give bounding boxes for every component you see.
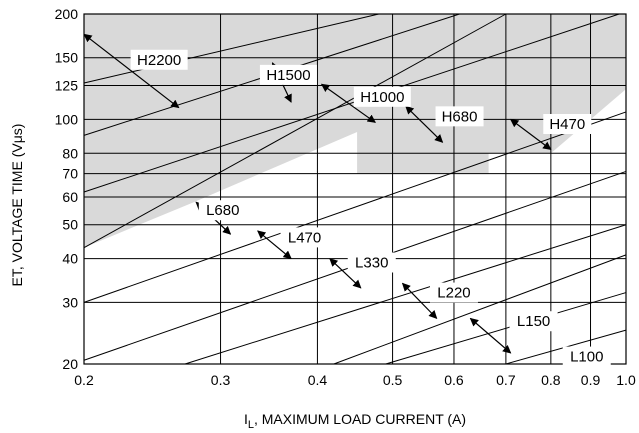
region-label-bg xyxy=(562,346,611,367)
region-label: L680 xyxy=(206,202,239,219)
region-label-bg xyxy=(543,113,592,134)
region-label-bg xyxy=(435,106,484,127)
region-label: L220 xyxy=(437,285,470,302)
region-label-bg xyxy=(353,86,411,107)
plot-frame xyxy=(83,13,627,365)
x-axis-title-sub: L xyxy=(248,419,254,431)
region-label: H2200 xyxy=(137,52,181,69)
y-tick-label: 80 xyxy=(62,145,78,161)
boundary-line xyxy=(333,254,627,365)
region-arrow xyxy=(469,317,512,354)
y-tick-label: 125 xyxy=(55,77,79,93)
region-label-bg xyxy=(259,64,317,85)
region-label: H1000 xyxy=(360,89,404,106)
x-tick-label: 1.0 xyxy=(616,372,636,388)
region-arrow xyxy=(509,118,552,151)
shaded-region xyxy=(84,14,626,248)
y-tick-label: 200 xyxy=(55,6,79,22)
x-axis-title-main: I xyxy=(244,411,248,427)
region-label-bg xyxy=(280,227,329,248)
x-tick-label: 0.3 xyxy=(211,372,231,388)
x-tick-label: 0.6 xyxy=(444,372,464,388)
x-tick-label: 0.7 xyxy=(496,372,516,388)
region-label: H1500 xyxy=(266,67,310,84)
x-tick-label: 0.4 xyxy=(308,372,328,388)
y-tick-label: 40 xyxy=(62,251,78,267)
region-label: H680 xyxy=(442,108,478,125)
y-tick-label: 50 xyxy=(62,217,78,233)
y-tick-label: 20 xyxy=(62,356,78,372)
region-arrow xyxy=(257,230,292,260)
y-axis-title: ET, VOLTAGE TIME (Vμs) xyxy=(9,124,25,287)
y-tick-label: 100 xyxy=(55,111,79,127)
shaded-region-layer xyxy=(84,14,626,248)
x-axis-title: IL, MAXIMUM LOAD CURRENT (A) xyxy=(244,411,466,431)
region-arrow xyxy=(320,83,376,123)
region-label: L150 xyxy=(517,313,550,330)
region-label: L470 xyxy=(288,229,321,246)
boundary-line xyxy=(184,224,627,365)
region-label: H470 xyxy=(549,116,585,133)
region-label-bg xyxy=(429,282,478,303)
region-labels-layer: H2200 H1500 H1000 H680 H470 L680 L470 L330 L220 L… xyxy=(130,49,611,367)
y-tick-label: 150 xyxy=(55,50,79,66)
x-tick-label: 0.8 xyxy=(541,372,561,388)
region-arrow xyxy=(83,33,180,109)
boundary-line xyxy=(83,13,507,249)
region-arrow xyxy=(329,258,362,289)
region-label-bg xyxy=(130,49,188,70)
region-label: L330 xyxy=(355,254,388,271)
x-axis-title-rest: , MAXIMUM LOAD CURRENT (A) xyxy=(254,411,466,427)
region-label-bg xyxy=(509,311,558,332)
region-arrow xyxy=(401,282,438,319)
tick-labels-layer: 0.2 0.3 0.4 0.5 0.6 0.7 0.8 0.9 1.0 20 30 40 50 60 70 8… xyxy=(55,6,636,388)
y-tick-label: 60 xyxy=(62,189,78,205)
region-label-bg xyxy=(198,200,247,221)
x-tick-label: 0.2 xyxy=(74,372,94,388)
region-arrow xyxy=(405,105,444,143)
x-tick-label: 0.9 xyxy=(581,372,601,388)
y-tick-label: 70 xyxy=(62,166,78,182)
x-tick-label: 0.5 xyxy=(383,372,403,388)
y-tick-label: 30 xyxy=(62,294,78,310)
region-label-bg xyxy=(347,252,396,273)
region-label: L100 xyxy=(570,349,603,366)
